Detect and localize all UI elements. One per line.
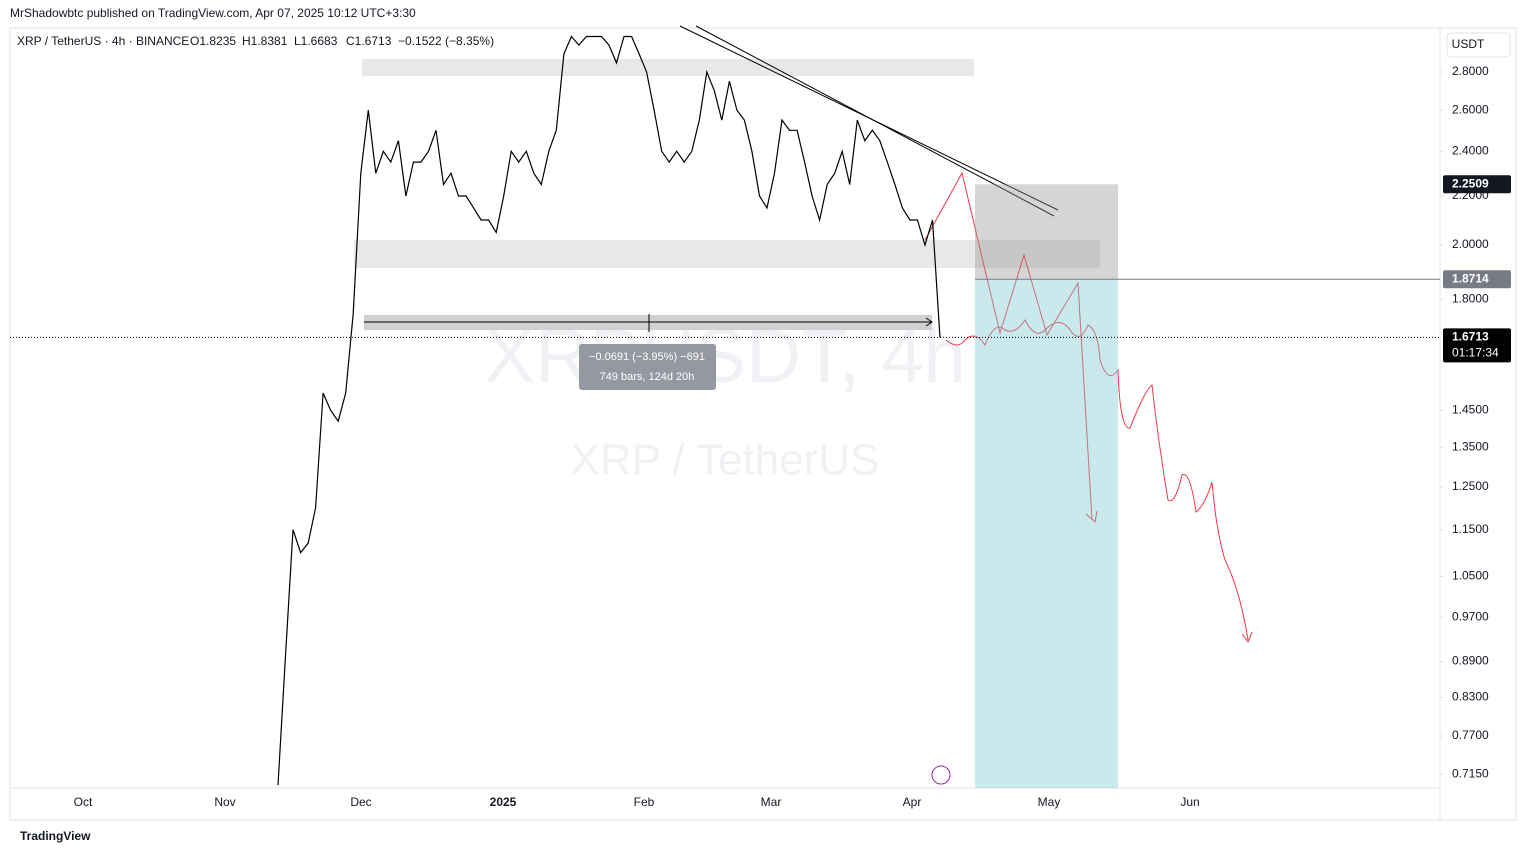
ohlc-value: L1.6683 [294,34,338,48]
y-tick-label: 1.0500 [1452,569,1489,583]
footer: TradingView [20,829,91,843]
currency-button[interactable] [1446,32,1511,58]
x-tick-label: Jun [1180,795,1199,809]
y-tick-label: 1.2500 [1452,479,1489,493]
y-tick-label: 0.8900 [1452,654,1489,668]
y-tick-label: 2.0000 [1452,237,1489,251]
x-tick-label: Apr [903,795,922,809]
x-tick-label: Oct [74,795,93,809]
x-tick-label: Mar [761,795,782,809]
y-tick-label: 0.7150 [1452,766,1489,780]
symbol: XRP / TetherUS · 4h · BINANCE [17,34,189,48]
countdown: 01:17:34 [1452,346,1499,360]
ohlc-value: −0.1522 (−8.35%) [398,34,494,48]
projection-arrow [1241,631,1253,644]
zone [354,240,1100,268]
price-label: 1.6713 [1452,330,1489,344]
stop-zone [975,184,1118,280]
trend-line [695,25,1055,217]
y-tick-label: 1.3500 [1452,439,1489,453]
y-tick-label: 2.4000 [1452,143,1489,157]
ohlc-value: O1.8235 [190,34,236,48]
measure-text: 749 bars, 124d 20h [600,371,695,383]
x-tick-label: Nov [214,795,235,809]
x-tick-label: Feb [634,795,655,809]
y-tick-label: 1.4500 [1452,403,1489,417]
measure-text: −0.0691 (−3.95%) −691 [589,351,705,363]
currency[interactable]: USDT [1452,37,1485,51]
frame [9,27,1517,821]
price-label-bg [1443,270,1511,289]
x-tick-label: May [1038,795,1061,809]
price-label: 1.8714 [1452,271,1489,285]
y-tick-label: 1.1500 [1452,522,1489,536]
measure-box [579,344,716,390]
ohlc: O1.8235 H1.8381 L1.6683 C1.6713 −0.1522 (−8.… [190,34,494,48]
projection-path [945,319,1249,641]
price-line [277,35,941,786]
projection-path [924,171,1093,521]
target-zone [975,279,1118,788]
y-tick-label: 2.8000 [1452,64,1489,78]
y-tick-label: 0.7700 [1452,728,1489,742]
event-icon[interactable] [931,765,951,785]
price-label: 2.2509 [1452,176,1489,190]
watermark-name: XRP / TetherUS [571,436,880,485]
watermark: XRPUSDT, 4h XRP / TetherUS [484,314,966,485]
x-tick-label: Dec [350,795,371,809]
projection-arrow [1085,510,1098,523]
ohlc-value: C1.6713 [346,34,392,48]
zone [362,59,974,76]
x-tick-label: 2025 [490,795,517,809]
publisher: MrShadowbtc published on TradingView.com… [10,6,416,20]
y-tick-label: 0.8300 [1452,690,1489,704]
price-label-bg [1443,328,1511,363]
y-tick-label: 1.8000 [1452,291,1489,305]
price-label-bg [1443,175,1511,194]
range-arrowhead [925,317,933,327]
projection [924,171,1253,644]
ohlc-value: H1.8381 [242,34,288,48]
y-tick-label: 2.6000 [1452,102,1489,116]
y-tick-label: 0.9700 [1452,609,1489,623]
